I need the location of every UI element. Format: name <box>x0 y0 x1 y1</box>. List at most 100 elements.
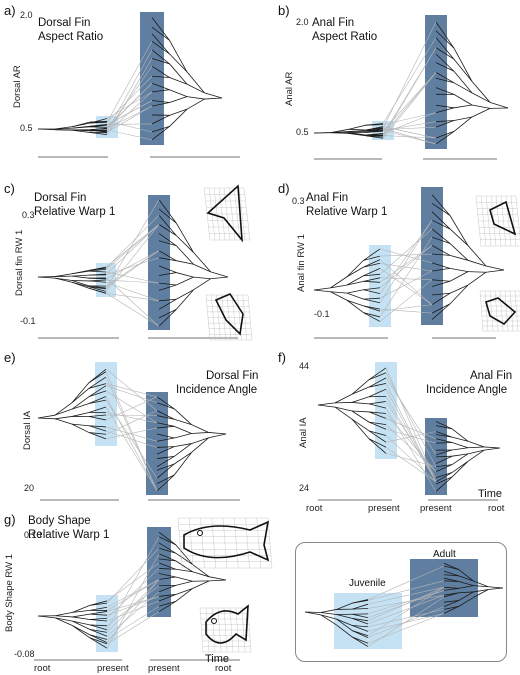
panel-c-juvenile-branch <box>88 270 107 273</box>
panel-g-juvenile-branch <box>89 634 108 643</box>
legend-adult-branch <box>443 570 459 577</box>
panel-f-juvenile-branch <box>368 377 387 388</box>
panel-e-link <box>105 396 158 421</box>
panel-b-adult-branch <box>453 94 473 106</box>
panel-d-adult-branch <box>431 303 451 320</box>
panel-g-adult-branch <box>158 542 176 554</box>
panel-d-link <box>379 245 433 283</box>
panel-e-juvenile-branch <box>71 412 90 417</box>
panel-e-juvenile-branch <box>88 390 107 398</box>
panel-e-link <box>105 412 158 424</box>
legend-juvenile-branch <box>352 617 369 622</box>
legend-juvenile-branch <box>320 609 337 613</box>
legend-adult-branch <box>443 587 459 591</box>
legend-juvenile-branch <box>320 614 337 626</box>
panel-g-link <box>106 579 160 611</box>
panel-d-juvenile-branch <box>346 289 364 294</box>
panel-f-juvenile-branch <box>317 402 336 406</box>
panel-e-link <box>105 396 158 492</box>
panel-a-adult-branch <box>186 71 205 94</box>
legend-juvenile-branch <box>336 602 353 610</box>
panel-b-adult-branch <box>471 104 491 109</box>
inset-c-top-grid-line <box>238 187 246 241</box>
panel-c-adult-branch <box>175 289 194 310</box>
panel-d-adult-branch <box>467 245 487 267</box>
panel-c-title-line1: Dorsal Fin <box>34 192 87 204</box>
panel-a-adult-branch <box>169 77 188 85</box>
panel-f-xtick-present-right: present <box>420 503 452 514</box>
panel-b-link <box>382 72 437 136</box>
panel-g-juvenile-branch <box>72 620 90 626</box>
panel-e-juvenile-branch <box>37 414 56 419</box>
panel-g-juvenile-branch <box>89 617 108 620</box>
panel-g-adult-branch <box>158 531 176 546</box>
panel-e-adult-branch <box>174 443 192 447</box>
panel-g-adult-branch <box>175 580 193 586</box>
panel-a-adult-branch <box>186 96 205 100</box>
panel-c-ytick-bottom: -0.1 <box>20 316 36 326</box>
panel-c-adult-branch <box>158 208 177 224</box>
inset-c-top-outline <box>206 184 243 243</box>
panel-e-adult-bar <box>146 392 168 495</box>
panel-f-adult-branch <box>435 472 453 479</box>
panel-g-juvenile-branch <box>55 617 73 627</box>
panel-e-juvenile-branch <box>88 385 107 397</box>
panel-f-juvenile-branch <box>351 410 370 413</box>
panel-a-link <box>106 123 153 125</box>
panel-d-juvenile-branch <box>313 287 331 291</box>
panel-b-link <box>382 112 437 134</box>
panel-d-juvenile-branch <box>313 289 331 293</box>
panel-e-juvenile-branch <box>88 425 107 432</box>
panel-b-juvenile-branch <box>331 132 349 134</box>
panel-e-link <box>105 430 158 448</box>
panel-g-juvenile-branch <box>72 625 90 639</box>
panel-e-juvenile-branch <box>54 418 73 425</box>
panel-d-link <box>379 248 433 264</box>
panel-f-label: f) <box>278 350 286 365</box>
panel-e-adult-branch <box>173 408 192 425</box>
panel-f-juvenile-branch <box>351 396 370 403</box>
panel-c-link <box>105 224 160 292</box>
panel-g-adult-branch <box>175 544 193 565</box>
panel-b-link <box>382 37 437 124</box>
panel-e-juvenile-branch <box>71 423 90 427</box>
panel-a-adult-branch <box>151 17 170 41</box>
inset-c-bottom-grid-line <box>232 294 237 341</box>
panel-d-juvenile-branch <box>363 287 381 291</box>
panel-g-adult-branch <box>158 553 176 562</box>
panel-b-adult-branch <box>435 87 455 95</box>
panel-f-juvenile-branch <box>368 438 387 454</box>
inset-c-bottom-grid-line <box>242 294 247 341</box>
panel-e-link <box>105 368 158 411</box>
panel-g-adult-branch <box>175 588 193 595</box>
panel-a-juvenile-branch <box>72 126 90 129</box>
panel-b-adult-branch <box>453 116 473 121</box>
panel-c-adult-branch <box>158 309 177 319</box>
panel-b-link <box>382 128 437 145</box>
panel-d-adult-branch <box>431 228 451 244</box>
panel-e-adult-branch <box>156 402 175 410</box>
panel-g-juvenile-branch <box>89 624 108 627</box>
panel-g-adult-branch <box>192 564 210 578</box>
legend-adult-branch <box>473 589 489 598</box>
panel-f-adult-branch <box>451 447 469 451</box>
panel-c-link <box>105 293 160 302</box>
panel-d-juvenile-branch <box>363 312 381 322</box>
panel-e-link <box>105 426 158 442</box>
panel-a-adult-branch <box>151 49 170 65</box>
panel-e-juvenile-branch <box>71 423 90 433</box>
panel-e-adult-branch <box>156 422 175 427</box>
legend-juvenile-branch <box>304 611 321 616</box>
panel-f-adult-branch <box>435 455 453 464</box>
inset-d-top-grid-line <box>510 195 517 247</box>
panel-b-adult-branch <box>435 77 455 84</box>
panel-e-adult-branch <box>174 452 192 465</box>
panel-b-adult-branch <box>435 21 455 49</box>
panel-g-ylabel: Body Shape RW 1 <box>4 554 15 632</box>
panel-c-juvenile-branch <box>88 287 107 294</box>
inset-g-top-fish-outline <box>183 520 270 562</box>
panel-g-xtick-present-left: present <box>97 663 129 674</box>
panel-a-juvenile-branch <box>72 121 90 128</box>
panel-b-adult-branch <box>435 107 455 113</box>
panel-g-adult-branch <box>158 547 176 554</box>
